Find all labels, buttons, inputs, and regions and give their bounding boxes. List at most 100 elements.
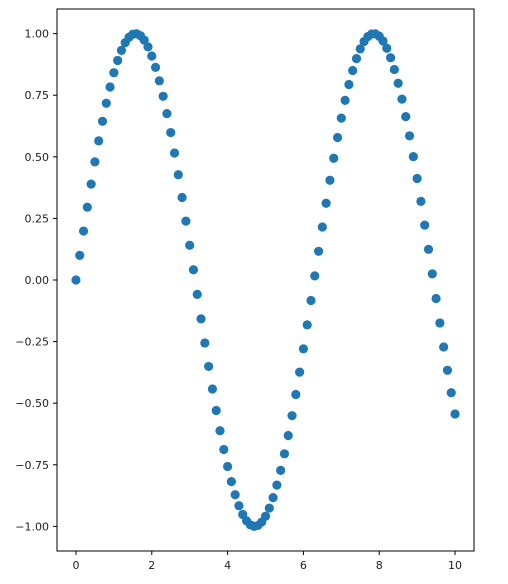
data-point: [82, 202, 92, 212]
data-point: [295, 367, 305, 377]
data-point: [113, 55, 123, 66]
y-tick-label: 0.50: [25, 151, 50, 164]
data-point: [158, 91, 168, 101]
data-point: [154, 76, 164, 86]
data-point: [211, 405, 221, 416]
x-tick-label: 0: [72, 559, 79, 572]
data-point: [397, 94, 407, 104]
data-point: [332, 132, 343, 143]
data-point: [344, 79, 354, 90]
data-point: [226, 477, 236, 487]
data-point: [283, 430, 293, 441]
data-point: [147, 51, 157, 61]
data-point: [401, 112, 411, 122]
y-tick-label: −1.00: [15, 520, 49, 533]
data-point: [200, 338, 210, 348]
data-point: [196, 314, 206, 324]
data-point: [101, 98, 111, 108]
data-point: [222, 461, 233, 472]
data-point: [321, 198, 331, 208]
data-point: [302, 320, 312, 330]
data-point: [188, 265, 199, 275]
data-point: [310, 271, 320, 281]
data-point: [298, 344, 309, 354]
data-point: [420, 220, 430, 230]
data-point: [423, 244, 434, 254]
data-point: [439, 342, 449, 352]
data-point: [90, 157, 100, 167]
data-point: [234, 501, 244, 511]
data-point: [78, 226, 89, 236]
data-point: [215, 426, 225, 436]
y-tick-label: 0.75: [25, 89, 50, 102]
data-point: [446, 388, 456, 398]
y-tick-label: −0.25: [15, 336, 49, 349]
data-point: [268, 493, 278, 503]
data-point: [291, 389, 301, 400]
data-point: [166, 127, 176, 138]
data-point: [169, 148, 180, 158]
x-tick-label: 4: [224, 559, 231, 572]
data-point: [348, 65, 358, 76]
y-tick-label: 0.25: [25, 212, 50, 225]
data-point: [230, 490, 240, 500]
data-point: [313, 246, 324, 256]
data-point: [86, 179, 96, 189]
data-point: [340, 95, 350, 105]
data-point: [450, 409, 460, 419]
data-point: [264, 503, 274, 513]
data-point: [389, 64, 399, 75]
data-point: [382, 43, 392, 53]
data-point: [427, 269, 437, 279]
data-point: [306, 295, 316, 306]
x-tick-label: 8: [376, 559, 383, 572]
x-tick-label: 2: [148, 559, 155, 572]
data-point: [105, 82, 115, 92]
data-point: [272, 480, 282, 490]
data-point: [150, 62, 161, 72]
y-tick-label: −0.50: [15, 397, 49, 410]
data-point: [181, 216, 191, 226]
data-point: [287, 411, 297, 421]
data-point: [139, 35, 149, 45]
data-point: [219, 444, 229, 455]
data-point: [173, 170, 183, 180]
data-point: [143, 42, 153, 52]
data-point: [431, 293, 441, 304]
y-tick-label: −0.75: [15, 459, 49, 472]
data-point: [329, 153, 339, 163]
data-point: [279, 449, 290, 459]
data-point: [404, 131, 415, 141]
y-tick-label: 0.00: [25, 274, 50, 287]
data-point: [116, 45, 127, 55]
data-point: [317, 222, 327, 232]
data-point: [351, 53, 362, 64]
data-point: [260, 511, 271, 521]
data-point: [378, 36, 388, 46]
points-layer: [71, 29, 460, 531]
x-tick-label: 10: [448, 559, 462, 572]
data-point: [204, 361, 214, 372]
data-point: [355, 44, 365, 54]
data-point: [71, 275, 81, 285]
data-point: [162, 108, 172, 119]
data-point: [435, 318, 445, 328]
plot-area-frame: [56, 8, 475, 552]
data-point: [94, 136, 104, 146]
data-point: [276, 465, 286, 475]
data-point: [442, 365, 453, 375]
y-tick-label: 1.00: [25, 28, 50, 41]
data-point: [207, 384, 218, 394]
data-point: [192, 289, 202, 299]
data-point: [386, 53, 396, 63]
data-point: [109, 68, 119, 78]
data-point: [325, 175, 335, 185]
data-point: [393, 78, 403, 88]
data-point: [97, 116, 108, 126]
x-tick-label: 6: [300, 559, 307, 572]
data-point: [336, 113, 346, 123]
y-axis: 1.00 0.75 0.50 0.25 0.00 −0.25 −0.50 −0.75 −1.00: [15, 28, 57, 533]
data-point: [75, 250, 85, 261]
data-point: [412, 173, 422, 184]
